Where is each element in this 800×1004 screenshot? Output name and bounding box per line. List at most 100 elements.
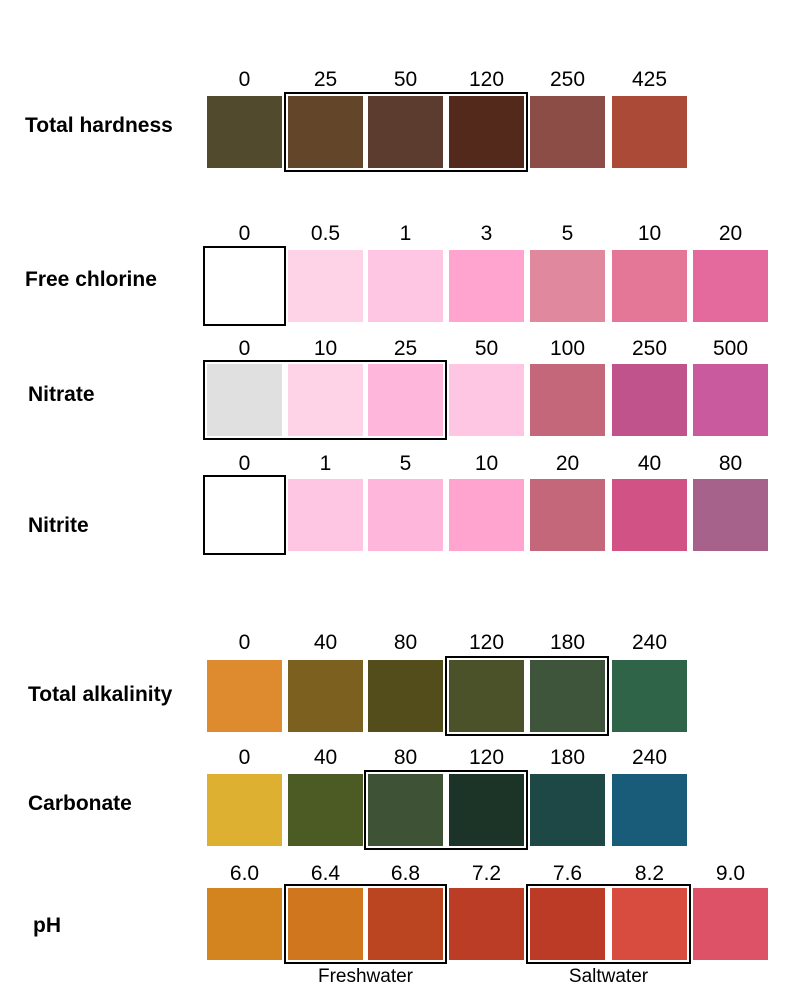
value-label: 25 <box>313 68 338 91</box>
color-swatch <box>207 888 282 960</box>
row-label-nitrite: Nitrite <box>28 514 89 537</box>
color-swatch <box>612 250 687 322</box>
value-label: 25 <box>393 337 418 360</box>
color-swatch <box>368 774 443 846</box>
color-swatch <box>612 364 687 436</box>
value-label: 5 <box>399 452 412 475</box>
value-label: 120 <box>468 746 505 769</box>
color-swatch <box>612 479 687 551</box>
color-swatch <box>207 479 282 551</box>
value-label: 0 <box>238 222 251 245</box>
color-swatch <box>207 774 282 846</box>
value-label: 6.0 <box>229 862 260 885</box>
color-swatch <box>368 364 443 436</box>
highlight-frame <box>526 884 691 964</box>
value-label: 40 <box>313 631 338 654</box>
value-label: 7.6 <box>552 862 583 885</box>
value-label: 80 <box>393 746 418 769</box>
value-label: 425 <box>631 68 668 91</box>
value-label: 180 <box>549 631 586 654</box>
value-label: 10 <box>637 222 662 245</box>
value-label: 10 <box>474 452 499 475</box>
value-label: 0 <box>238 452 251 475</box>
color-swatch <box>368 250 443 322</box>
color-swatch <box>530 660 605 732</box>
row-label-nitrate: Nitrate <box>28 383 95 406</box>
color-swatch <box>612 660 687 732</box>
color-swatch <box>449 774 524 846</box>
color-swatch <box>368 888 443 960</box>
highlight-frame <box>203 246 286 326</box>
highlight-frame <box>284 92 528 172</box>
color-swatch <box>530 250 605 322</box>
color-swatch <box>207 660 282 732</box>
color-swatch <box>288 660 363 732</box>
highlight-frame <box>203 475 286 555</box>
row-label-carbonate: Carbonate <box>28 792 132 815</box>
value-label: 9.0 <box>715 862 746 885</box>
color-swatch <box>207 364 282 436</box>
value-label: 250 <box>549 68 586 91</box>
caption-freshwater: Freshwater <box>317 966 414 987</box>
color-swatch <box>288 250 363 322</box>
color-swatch <box>449 660 524 732</box>
color-swatch <box>530 96 605 168</box>
row-label-total-alkalinity: Total alkalinity <box>28 683 173 706</box>
color-swatch <box>612 774 687 846</box>
value-label: 40 <box>313 746 338 769</box>
row-label-total-hardness: Total hardness <box>25 114 173 137</box>
value-label: 3 <box>480 222 493 245</box>
highlight-frame <box>445 656 609 736</box>
value-label: 0 <box>238 68 251 91</box>
highlight-frame <box>284 884 447 964</box>
value-label: 50 <box>474 337 499 360</box>
value-label: 180 <box>549 746 586 769</box>
color-swatch <box>449 479 524 551</box>
value-label: 5 <box>561 222 574 245</box>
color-swatch <box>368 96 443 168</box>
color-swatch <box>530 364 605 436</box>
value-label: 0.5 <box>310 222 341 245</box>
color-swatch <box>288 96 363 168</box>
color-swatch <box>612 888 687 960</box>
color-swatch <box>288 888 363 960</box>
value-label: 6.8 <box>390 862 421 885</box>
color-swatch <box>612 96 687 168</box>
value-label: 0 <box>238 746 251 769</box>
value-label: 240 <box>631 631 668 654</box>
value-label: 1 <box>319 452 332 475</box>
color-swatch <box>449 96 524 168</box>
color-swatch <box>288 774 363 846</box>
color-swatch <box>693 479 768 551</box>
color-swatch <box>530 774 605 846</box>
value-label: 1 <box>399 222 412 245</box>
color-swatch <box>693 888 768 960</box>
value-label: 40 <box>637 452 662 475</box>
value-label: 100 <box>549 337 586 360</box>
value-label: 7.2 <box>471 862 502 885</box>
color-swatch <box>693 250 768 322</box>
color-swatch <box>530 888 605 960</box>
value-label: 6.4 <box>310 862 341 885</box>
value-label: 50 <box>393 68 418 91</box>
row-label-ph: pH <box>33 914 61 937</box>
caption-saltwater: Saltwater <box>568 966 649 987</box>
color-swatch <box>288 479 363 551</box>
value-label: 80 <box>718 452 743 475</box>
color-swatch <box>693 364 768 436</box>
color-swatch <box>368 479 443 551</box>
color-swatch <box>207 250 282 322</box>
value-label: 0 <box>238 337 251 360</box>
value-label: 500 <box>712 337 749 360</box>
value-label: 8.2 <box>634 862 665 885</box>
color-swatch <box>530 479 605 551</box>
value-label: 20 <box>555 452 580 475</box>
color-swatch <box>449 888 524 960</box>
value-label: 80 <box>393 631 418 654</box>
value-label: 20 <box>718 222 743 245</box>
color-swatch <box>207 96 282 168</box>
value-label: 0 <box>238 631 251 654</box>
color-swatch <box>368 660 443 732</box>
value-label: 120 <box>468 68 505 91</box>
